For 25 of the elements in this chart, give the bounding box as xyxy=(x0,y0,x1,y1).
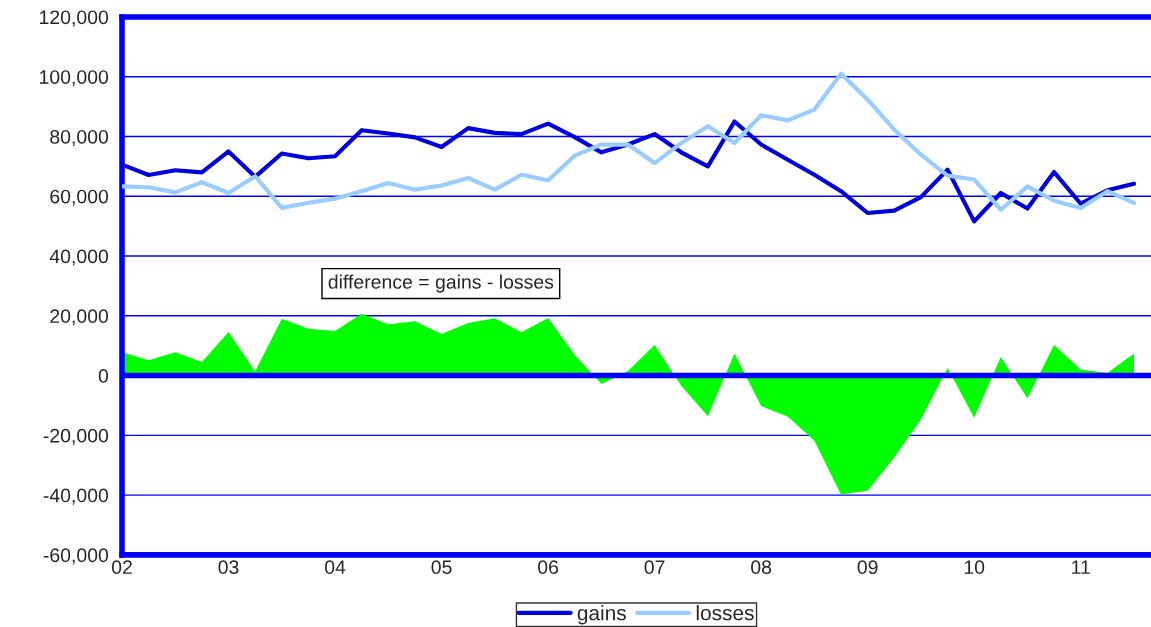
legend-label: losses xyxy=(696,605,754,621)
x-tick-label: 06 xyxy=(538,560,559,575)
x-tick-label: 04 xyxy=(324,560,346,575)
x-tick-label: 02 xyxy=(111,560,132,575)
y-tick-label: -20,000 xyxy=(43,428,109,445)
y-tick-label: 0 xyxy=(98,369,109,383)
legend-label: gains xyxy=(577,605,626,625)
y-tick-label: 120,000 xyxy=(40,10,109,27)
y-tick-label: 100,000 xyxy=(40,70,109,87)
y-tick-label: 80,000 xyxy=(50,129,109,147)
x-tick-label: 08 xyxy=(751,560,772,575)
x-tick-label: 11 xyxy=(1072,560,1090,574)
y-tick-label: -40,000 xyxy=(43,488,109,505)
line-series xyxy=(122,119,1137,224)
x-tick-label: 10 xyxy=(964,560,985,575)
y-tick-label: 40,000 xyxy=(49,249,109,266)
y-tick-label: 60,000 xyxy=(50,189,109,206)
x-tick-label: 07 xyxy=(644,560,665,575)
x-tick-label: 05 xyxy=(431,560,452,575)
line-series xyxy=(122,71,1137,212)
x-tick-label: 03 xyxy=(218,560,239,575)
y-tick-label: -60,000 xyxy=(43,548,109,565)
x-tick-label: 09 xyxy=(857,560,878,575)
annotation: difference = gains - losses xyxy=(328,274,554,293)
y-tick-label: 20,000 xyxy=(50,309,109,326)
